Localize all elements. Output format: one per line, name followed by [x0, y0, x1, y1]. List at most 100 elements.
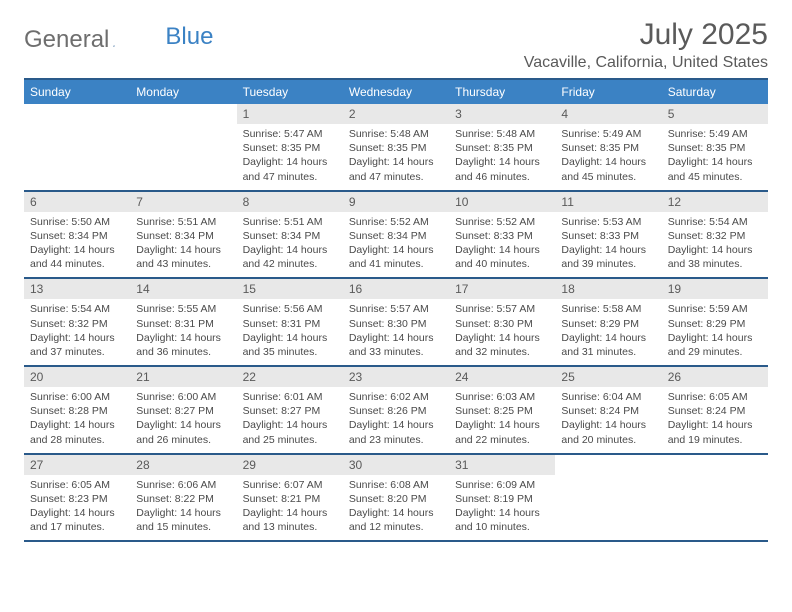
day-body: Sunrise: 6:00 AMSunset: 8:28 PMDaylight:… — [24, 387, 130, 453]
day-cell: 25Sunrise: 6:04 AMSunset: 8:24 PMDayligh… — [555, 367, 661, 453]
week-row: 13Sunrise: 5:54 AMSunset: 8:32 PMDayligh… — [24, 279, 768, 367]
day-d2: and 25 minutes. — [243, 433, 337, 447]
day-cell: 24Sunrise: 6:03 AMSunset: 8:25 PMDayligh… — [449, 367, 555, 453]
day-number: 19 — [662, 279, 768, 299]
day-sr: Sunrise: 5:47 AM — [243, 127, 337, 141]
day-body: Sunrise: 6:06 AMSunset: 8:22 PMDaylight:… — [130, 475, 236, 541]
day-d1: Daylight: 14 hours — [455, 418, 549, 432]
day-d2: and 39 minutes. — [561, 257, 655, 271]
day-sr: Sunrise: 5:59 AM — [668, 302, 762, 316]
day-number: 12 — [662, 192, 768, 212]
day-number: 14 — [130, 279, 236, 299]
day-sr: Sunrise: 5:49 AM — [561, 127, 655, 141]
day-sr: Sunrise: 5:51 AM — [243, 215, 337, 229]
day-number: 3 — [449, 104, 555, 124]
day-ss: Sunset: 8:32 PM — [30, 317, 124, 331]
day-sr: Sunrise: 6:02 AM — [349, 390, 443, 404]
day-sr: Sunrise: 6:00 AM — [30, 390, 124, 404]
day-number: 25 — [555, 367, 661, 387]
day-sr: Sunrise: 5:53 AM — [561, 215, 655, 229]
day-cell: 31Sunrise: 6:09 AMSunset: 8:19 PMDayligh… — [449, 455, 555, 541]
day-body: Sunrise: 5:49 AMSunset: 8:35 PMDaylight:… — [555, 124, 661, 190]
day-sr: Sunrise: 5:54 AM — [668, 215, 762, 229]
day-number — [24, 104, 130, 124]
day-sr: Sunrise: 5:49 AM — [668, 127, 762, 141]
day-cell: 16Sunrise: 5:57 AMSunset: 8:30 PMDayligh… — [343, 279, 449, 365]
day-ss: Sunset: 8:35 PM — [349, 141, 443, 155]
week-row: 6Sunrise: 5:50 AMSunset: 8:34 PMDaylight… — [24, 192, 768, 280]
day-d1: Daylight: 14 hours — [349, 243, 443, 257]
day-sr: Sunrise: 6:09 AM — [455, 478, 549, 492]
day-ss: Sunset: 8:34 PM — [243, 229, 337, 243]
day-number: 9 — [343, 192, 449, 212]
day-d1: Daylight: 14 hours — [136, 506, 230, 520]
day-d2: and 29 minutes. — [668, 345, 762, 359]
day-ss: Sunset: 8:35 PM — [668, 141, 762, 155]
day-sr: Sunrise: 5:48 AM — [349, 127, 443, 141]
day-ss: Sunset: 8:33 PM — [561, 229, 655, 243]
day-ss: Sunset: 8:29 PM — [561, 317, 655, 331]
header-monday: Monday — [130, 80, 236, 104]
day-body: Sunrise: 5:59 AMSunset: 8:29 PMDaylight:… — [662, 299, 768, 365]
day-ss: Sunset: 8:34 PM — [30, 229, 124, 243]
day-d1: Daylight: 14 hours — [30, 418, 124, 432]
day-cell: 27Sunrise: 6:05 AMSunset: 8:23 PMDayligh… — [24, 455, 130, 541]
day-number: 28 — [130, 455, 236, 475]
day-body: Sunrise: 6:00 AMSunset: 8:27 PMDaylight:… — [130, 387, 236, 453]
day-sr: Sunrise: 6:05 AM — [668, 390, 762, 404]
day-d1: Daylight: 14 hours — [30, 243, 124, 257]
day-ss: Sunset: 8:28 PM — [30, 404, 124, 418]
day-d1: Daylight: 14 hours — [136, 331, 230, 345]
day-body: Sunrise: 6:04 AMSunset: 8:24 PMDaylight:… — [555, 387, 661, 453]
day-cell: 8Sunrise: 5:51 AMSunset: 8:34 PMDaylight… — [237, 192, 343, 278]
day-d1: Daylight: 14 hours — [561, 331, 655, 345]
day-ss: Sunset: 8:29 PM — [668, 317, 762, 331]
day-number: 17 — [449, 279, 555, 299]
day-body: Sunrise: 5:52 AMSunset: 8:33 PMDaylight:… — [449, 212, 555, 278]
day-ss: Sunset: 8:25 PM — [455, 404, 549, 418]
calendar: Sunday Monday Tuesday Wednesday Thursday… — [24, 78, 768, 542]
day-d1: Daylight: 14 hours — [243, 418, 337, 432]
day-cell — [130, 104, 236, 190]
day-sr: Sunrise: 6:07 AM — [243, 478, 337, 492]
day-number: 29 — [237, 455, 343, 475]
day-ss: Sunset: 8:35 PM — [455, 141, 549, 155]
day-d2: and 43 minutes. — [136, 257, 230, 271]
day-d2: and 41 minutes. — [349, 257, 443, 271]
header-friday: Friday — [555, 80, 661, 104]
day-sr: Sunrise: 5:51 AM — [136, 215, 230, 229]
day-body: Sunrise: 5:48 AMSunset: 8:35 PMDaylight:… — [343, 124, 449, 190]
day-cell: 17Sunrise: 5:57 AMSunset: 8:30 PMDayligh… — [449, 279, 555, 365]
day-number: 26 — [662, 367, 768, 387]
day-cell: 29Sunrise: 6:07 AMSunset: 8:21 PMDayligh… — [237, 455, 343, 541]
day-d1: Daylight: 14 hours — [668, 155, 762, 169]
day-body: Sunrise: 6:09 AMSunset: 8:19 PMDaylight:… — [449, 475, 555, 541]
day-body: Sunrise: 5:50 AMSunset: 8:34 PMDaylight:… — [24, 212, 130, 278]
logo-text-blue: Blue — [165, 23, 213, 51]
day-ss: Sunset: 8:26 PM — [349, 404, 443, 418]
header-tuesday: Tuesday — [237, 80, 343, 104]
day-d1: Daylight: 14 hours — [30, 331, 124, 345]
day-sr: Sunrise: 6:03 AM — [455, 390, 549, 404]
day-sr: Sunrise: 6:01 AM — [243, 390, 337, 404]
day-ss: Sunset: 8:27 PM — [136, 404, 230, 418]
day-d1: Daylight: 14 hours — [243, 506, 337, 520]
day-cell: 28Sunrise: 6:06 AMSunset: 8:22 PMDayligh… — [130, 455, 236, 541]
day-ss: Sunset: 8:32 PM — [668, 229, 762, 243]
day-number: 4 — [555, 104, 661, 124]
day-d1: Daylight: 14 hours — [243, 331, 337, 345]
day-cell: 11Sunrise: 5:53 AMSunset: 8:33 PMDayligh… — [555, 192, 661, 278]
day-d1: Daylight: 14 hours — [243, 155, 337, 169]
day-cell: 22Sunrise: 6:01 AMSunset: 8:27 PMDayligh… — [237, 367, 343, 453]
day-sr: Sunrise: 6:08 AM — [349, 478, 443, 492]
day-cell — [662, 455, 768, 541]
day-cell: 4Sunrise: 5:49 AMSunset: 8:35 PMDaylight… — [555, 104, 661, 190]
day-d1: Daylight: 14 hours — [349, 418, 443, 432]
day-cell: 1Sunrise: 5:47 AMSunset: 8:35 PMDaylight… — [237, 104, 343, 190]
day-sr: Sunrise: 5:55 AM — [136, 302, 230, 316]
day-d2: and 13 minutes. — [243, 520, 337, 534]
logo-sail-icon — [113, 26, 115, 42]
day-number: 16 — [343, 279, 449, 299]
day-cell: 3Sunrise: 5:48 AMSunset: 8:35 PMDaylight… — [449, 104, 555, 190]
day-ss: Sunset: 8:30 PM — [349, 317, 443, 331]
